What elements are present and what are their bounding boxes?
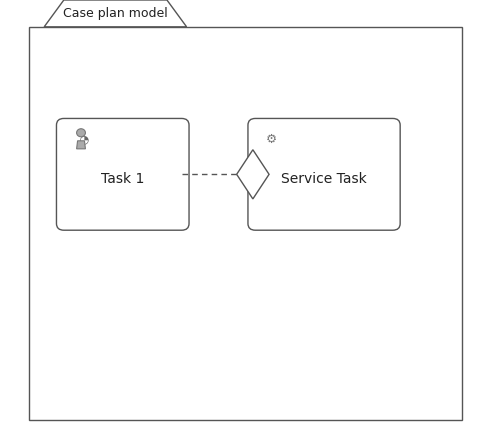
Polygon shape	[77, 141, 85, 149]
Bar	[29, 27, 462, 420]
Polygon shape	[237, 150, 269, 199]
Text: Service Task: Service Task	[281, 172, 367, 186]
FancyBboxPatch shape	[248, 118, 400, 230]
Text: Task 1: Task 1	[101, 172, 144, 186]
Circle shape	[77, 129, 85, 137]
Text: Case plan model: Case plan model	[63, 7, 168, 20]
FancyBboxPatch shape	[56, 118, 189, 230]
Polygon shape	[44, 0, 187, 27]
Text: ◔: ◔	[76, 134, 89, 144]
Text: ⚙: ⚙	[266, 133, 277, 146]
